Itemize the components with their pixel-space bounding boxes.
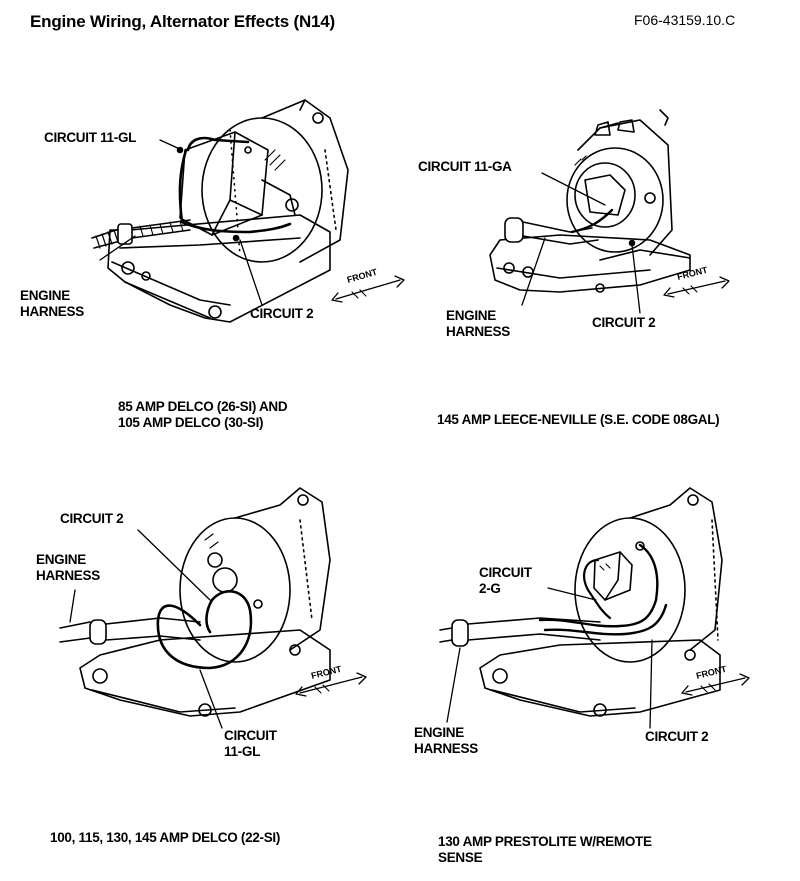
- label-circuit-11-gl-p1: CIRCUIT 11-GL: [44, 130, 137, 145]
- caption-panel-3: 100, 115, 130, 145 AMP DELCO (22-SI): [50, 830, 281, 845]
- front-label-2: FRONT: [676, 265, 709, 282]
- label-harness-p2: HARNESS: [446, 324, 510, 339]
- caption-panel-4-line-1: 130 AMP PRESTOLITE W/REMOTE: [438, 834, 652, 849]
- label-circuit-p4: CIRCUIT: [479, 565, 532, 580]
- label-harness-p4: HARNESS: [414, 741, 478, 756]
- label-circuit-2-p1: CIRCUIT 2: [250, 306, 314, 321]
- figure-id: F06-43159.10.C: [634, 12, 736, 28]
- label-harness-p1: HARNESS: [20, 304, 84, 319]
- label-circuit-11-ga-p2: CIRCUIT 11-GA: [418, 159, 512, 174]
- label-engine-p1: ENGINE: [20, 288, 70, 303]
- label-circuit-2-p4: CIRCUIT 2: [645, 729, 709, 744]
- caption-panel-2: 145 AMP LEECE-NEVILLE (S.E. CODE 08GAL): [437, 412, 720, 427]
- front-label-1: FRONT: [346, 267, 379, 285]
- page-title: Engine Wiring, Alternator Effects (N14): [30, 12, 336, 31]
- label-circuit-2-p3: CIRCUIT 2: [60, 511, 124, 526]
- front-label-3: FRONT: [310, 664, 343, 681]
- label-engine-p3: ENGINE: [36, 552, 86, 567]
- alternator-drawing-1: [91, 99, 405, 323]
- alternator-drawing-2: [489, 109, 730, 314]
- label-11-gl-p3: 11-GL: [224, 744, 261, 759]
- label-harness-p3: HARNESS: [36, 568, 100, 583]
- label-circuit-2-p2: CIRCUIT 2: [592, 315, 656, 330]
- alternator-drawing-4: [439, 487, 750, 729]
- label-engine-p4: ENGINE: [414, 725, 464, 740]
- caption-panel-1-line-1: 85 AMP DELCO (26-SI) AND: [118, 399, 288, 414]
- front-label-4: FRONT: [695, 664, 728, 681]
- label-circuit-p3: CIRCUIT: [224, 728, 277, 743]
- label-2-g-p4: 2-G: [479, 581, 501, 596]
- caption-panel-1-line-2: 105 AMP DELCO (30-SI): [118, 415, 264, 430]
- alternator-drawing-3: [59, 487, 367, 729]
- label-engine-p2: ENGINE: [446, 308, 496, 323]
- caption-panel-4-line-2: SENSE: [438, 850, 483, 865]
